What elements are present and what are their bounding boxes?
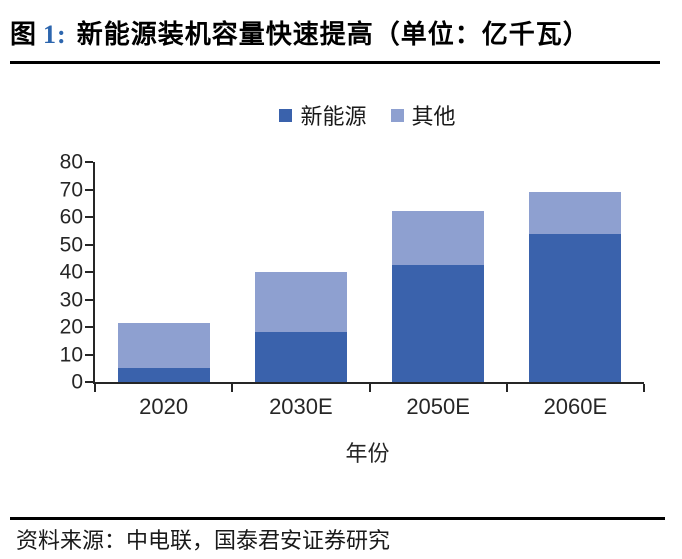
y-tick-label: 10: [59, 343, 83, 366]
figure-title: 图 1: 新能源装机容量快速提高（单位：亿千瓦）: [10, 14, 590, 51]
y-tick: [85, 298, 93, 301]
chart-legend: 新能源 其他: [93, 99, 642, 131]
y-tick-label: 20: [59, 315, 83, 339]
y-tick: [85, 381, 93, 383]
legend-swatch: [390, 108, 404, 122]
source-divider: [10, 517, 665, 520]
y-tick-label: 60: [59, 205, 83, 229]
bar-segment: [117, 367, 210, 382]
legend-label: 新能源: [300, 104, 367, 129]
legend-swatch: [279, 108, 293, 122]
x-tick: [505, 384, 508, 392]
x-tick-label: 2060E: [543, 394, 608, 419]
title-divider: [10, 61, 660, 64]
figure-title-text: 新能源装机容量快速提高（单位：亿千瓦）: [76, 20, 590, 49]
y-tick: [85, 271, 93, 273]
x-tick: [368, 384, 371, 392]
y-tick: [85, 353, 93, 356]
x-axis-title: 年份: [345, 441, 390, 466]
y-tick: [85, 161, 93, 163]
y-tick: [85, 243, 93, 246]
bar-segment: [392, 210, 485, 266]
legend-item: 新能源: [279, 99, 367, 131]
bar-segment: [392, 265, 485, 382]
bar-segment: [117, 322, 210, 368]
y-tick-label: 70: [59, 178, 83, 201]
x-tick-label: 2030E: [269, 394, 333, 419]
chart-plot-area: 0 10 20 30 40 50 60 70 80 2020 2030E 2050E 2060E: [60, 152, 645, 418]
bar-segment: [529, 234, 622, 382]
x-tick-label: 2050E: [406, 394, 470, 419]
figure-label: 图: [10, 20, 38, 49]
x-tick: [94, 384, 96, 392]
y-tick-label: 30: [59, 288, 83, 311]
x-tick-label: 2020: [139, 394, 189, 419]
source-note: 资料来源：中电联，国泰君安证券研究: [16, 528, 391, 553]
bar-segment: [529, 191, 622, 235]
legend-item: 其他: [390, 99, 456, 131]
figure-number: 1:: [43, 20, 67, 49]
y-tick: [85, 216, 93, 218]
bar-segment: [254, 331, 347, 382]
y-tick-label: 80: [59, 150, 83, 174]
legend-label: 其他: [411, 104, 456, 129]
y-tick: [85, 326, 93, 328]
y-tick-label: 0: [71, 370, 83, 394]
bar-segment: [254, 272, 347, 332]
x-tick: [643, 384, 645, 392]
x-tick: [231, 384, 234, 392]
y-tick-label: 40: [59, 260, 83, 284]
y-tick: [85, 188, 93, 191]
y-tick-label: 50: [59, 233, 83, 256]
